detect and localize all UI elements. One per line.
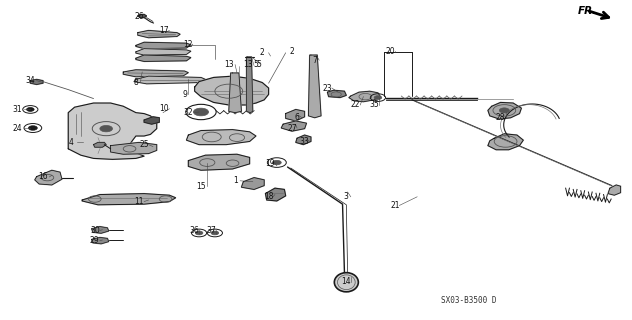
Polygon shape — [144, 117, 159, 124]
Text: 22: 22 — [350, 100, 360, 109]
Text: 26: 26 — [134, 12, 144, 21]
Text: 2: 2 — [260, 48, 265, 57]
Circle shape — [272, 160, 281, 165]
Text: 31: 31 — [13, 105, 23, 114]
Polygon shape — [488, 102, 521, 119]
Polygon shape — [229, 73, 241, 113]
Circle shape — [499, 108, 509, 113]
Text: 23: 23 — [322, 84, 332, 92]
Text: SX03-B3500 D: SX03-B3500 D — [441, 296, 497, 305]
Text: 27: 27 — [287, 124, 297, 132]
Polygon shape — [123, 70, 188, 77]
Text: 14: 14 — [341, 277, 351, 286]
Polygon shape — [82, 194, 176, 205]
Polygon shape — [241, 178, 264, 189]
Text: 29: 29 — [90, 236, 100, 245]
Polygon shape — [265, 188, 286, 201]
Text: 18: 18 — [264, 192, 274, 201]
Polygon shape — [94, 142, 106, 147]
Polygon shape — [136, 42, 191, 49]
Polygon shape — [281, 121, 307, 131]
Circle shape — [28, 126, 37, 130]
Circle shape — [374, 96, 382, 100]
Polygon shape — [35, 170, 62, 185]
Text: 33: 33 — [300, 137, 310, 146]
Polygon shape — [134, 76, 205, 84]
Text: 21: 21 — [390, 201, 400, 210]
Text: 11: 11 — [134, 197, 144, 206]
Text: 4: 4 — [68, 138, 73, 147]
Polygon shape — [138, 14, 147, 18]
Polygon shape — [68, 103, 157, 159]
Circle shape — [27, 108, 34, 111]
Text: 5: 5 — [253, 60, 258, 68]
Text: 2: 2 — [289, 47, 295, 56]
Circle shape — [195, 231, 203, 235]
Ellipse shape — [334, 273, 358, 292]
Polygon shape — [111, 142, 157, 154]
Text: 16: 16 — [38, 172, 48, 181]
Polygon shape — [186, 130, 256, 145]
Text: 12: 12 — [183, 40, 193, 49]
Text: 35: 35 — [369, 100, 379, 109]
Text: 25: 25 — [139, 140, 149, 149]
Text: 28: 28 — [495, 113, 506, 122]
Polygon shape — [488, 134, 523, 150]
Text: 1: 1 — [233, 176, 238, 185]
Polygon shape — [136, 55, 191, 61]
Polygon shape — [286, 109, 305, 121]
Text: 20: 20 — [386, 47, 396, 56]
Text: 34: 34 — [25, 76, 35, 85]
Polygon shape — [246, 57, 253, 113]
Polygon shape — [195, 76, 269, 105]
Polygon shape — [296, 135, 311, 145]
Polygon shape — [138, 30, 180, 38]
Text: 13: 13 — [243, 60, 253, 69]
Text: 13: 13 — [224, 60, 234, 69]
Text: 32: 32 — [183, 108, 193, 117]
Circle shape — [100, 125, 112, 132]
Text: 19: 19 — [265, 159, 276, 168]
Text: 6: 6 — [295, 113, 300, 122]
Polygon shape — [136, 49, 191, 55]
Text: 24: 24 — [13, 124, 23, 132]
Circle shape — [193, 108, 209, 116]
Text: 15: 15 — [196, 182, 206, 191]
Polygon shape — [30, 79, 43, 84]
Polygon shape — [327, 90, 346, 98]
Text: 37: 37 — [207, 226, 217, 235]
Text: 5: 5 — [256, 60, 261, 69]
Polygon shape — [308, 55, 321, 118]
Text: 30: 30 — [90, 226, 100, 235]
Polygon shape — [92, 237, 109, 244]
Polygon shape — [92, 227, 109, 233]
Text: 10: 10 — [159, 104, 169, 113]
Polygon shape — [188, 154, 250, 170]
Text: 3: 3 — [344, 192, 349, 201]
Text: 7: 7 — [312, 56, 317, 65]
Polygon shape — [349, 91, 380, 102]
Text: FR.: FR. — [578, 6, 598, 16]
Polygon shape — [608, 185, 621, 195]
Text: 17: 17 — [159, 26, 169, 35]
Text: 8: 8 — [133, 78, 138, 87]
Circle shape — [211, 231, 219, 235]
Text: 9: 9 — [182, 90, 187, 99]
Text: 36: 36 — [190, 226, 200, 235]
